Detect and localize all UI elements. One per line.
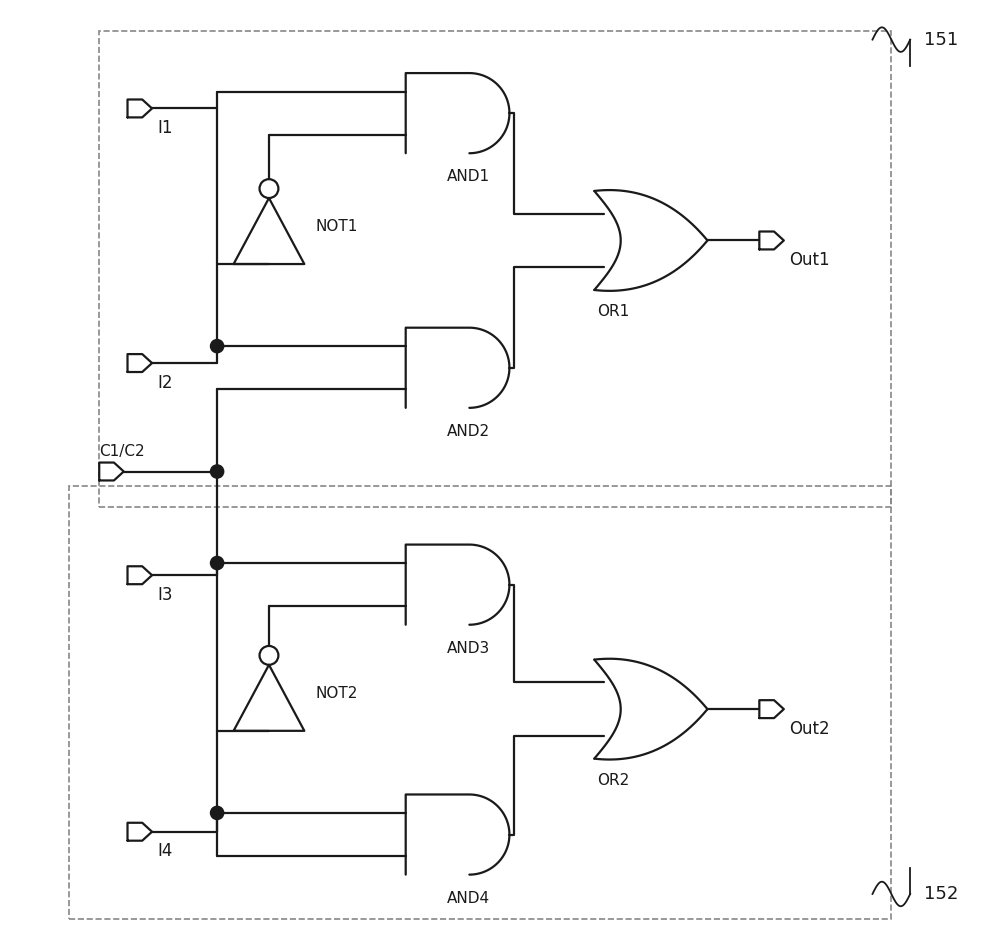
- Text: I1: I1: [158, 119, 173, 137]
- Text: I4: I4: [158, 842, 173, 860]
- Text: AND1: AND1: [447, 170, 490, 184]
- Text: Out1: Out1: [790, 251, 830, 269]
- Text: I3: I3: [158, 586, 173, 604]
- Text: AND3: AND3: [447, 641, 491, 655]
- Text: 152: 152: [924, 885, 959, 903]
- Text: OR1: OR1: [597, 304, 629, 319]
- Text: AND4: AND4: [447, 890, 490, 905]
- Text: NOT1: NOT1: [316, 219, 358, 234]
- Text: NOT2: NOT2: [316, 686, 358, 701]
- Text: I2: I2: [158, 373, 173, 391]
- Text: AND2: AND2: [447, 424, 490, 438]
- Text: OR2: OR2: [597, 773, 629, 787]
- Circle shape: [210, 806, 224, 819]
- Text: 151: 151: [924, 30, 959, 49]
- Circle shape: [210, 339, 224, 353]
- Bar: [69, 486, 891, 919]
- Circle shape: [210, 465, 224, 478]
- Text: Out2: Out2: [790, 720, 830, 737]
- Bar: [99, 31, 891, 507]
- Circle shape: [210, 556, 224, 570]
- Text: C1/C2: C1/C2: [99, 444, 145, 459]
